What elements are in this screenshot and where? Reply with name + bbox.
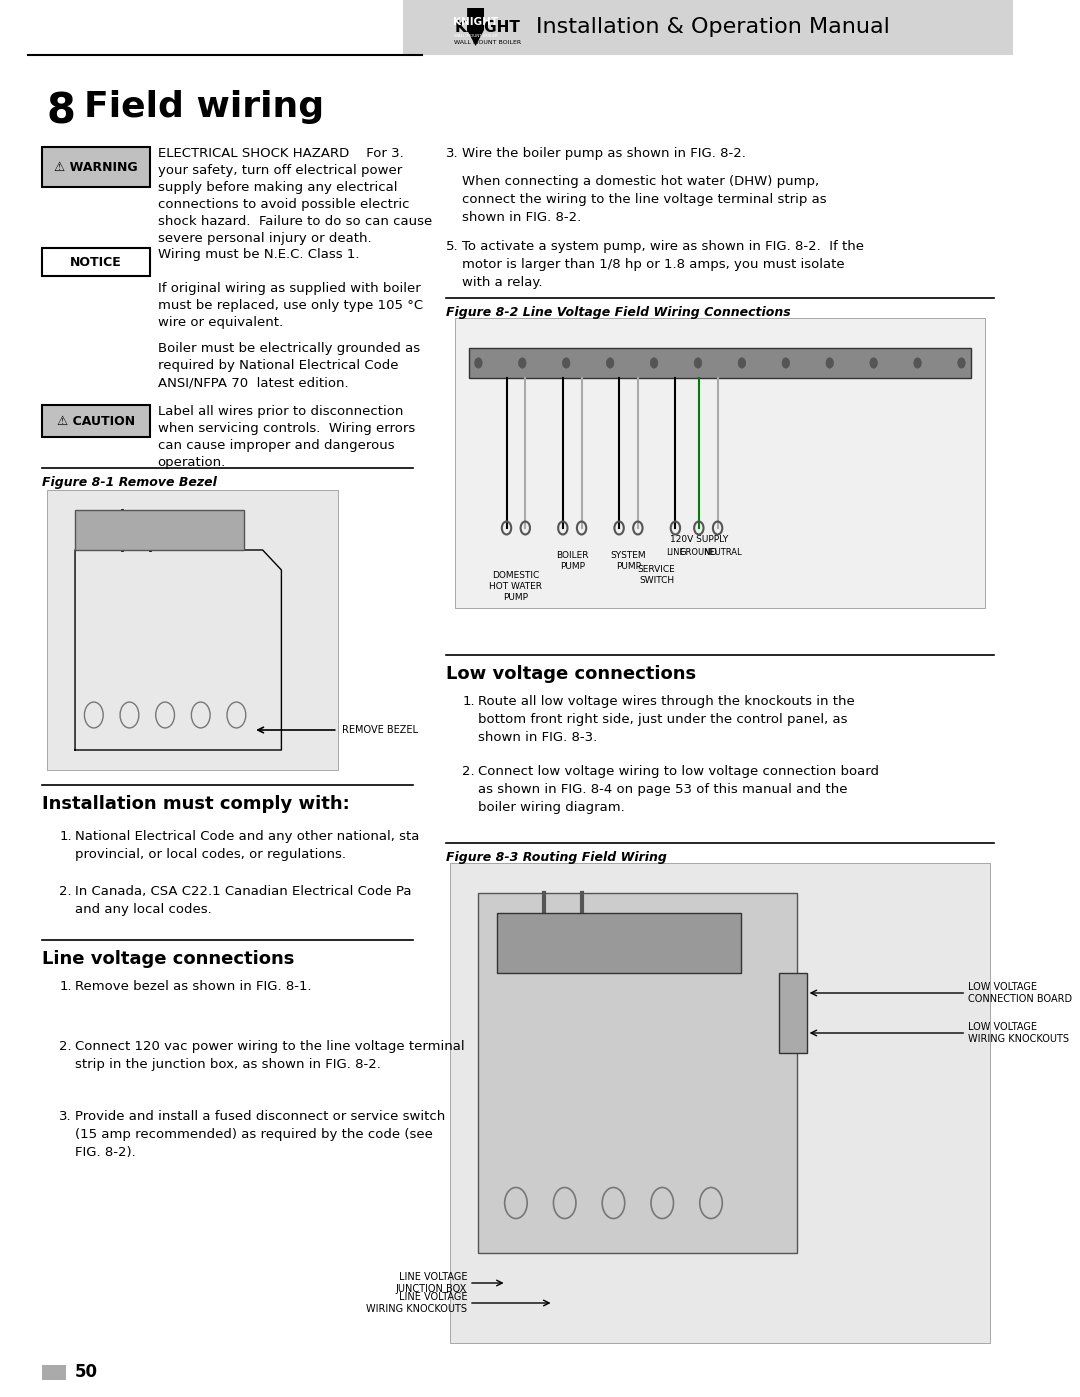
- FancyBboxPatch shape: [42, 405, 150, 437]
- FancyBboxPatch shape: [779, 972, 807, 1053]
- FancyBboxPatch shape: [455, 319, 985, 608]
- Circle shape: [650, 358, 658, 369]
- Text: KNIGHT: KNIGHT: [455, 20, 521, 35]
- Text: NEUTRAL: NEUTRAL: [703, 548, 742, 557]
- Text: Line voltage connections: Line voltage connections: [42, 950, 295, 968]
- Text: Installation must comply with:: Installation must comply with:: [42, 795, 350, 813]
- Text: 8: 8: [46, 89, 76, 131]
- Text: GROUND: GROUND: [679, 548, 718, 557]
- FancyBboxPatch shape: [478, 893, 797, 1253]
- Text: If original wiring as supplied with boiler
must be replaced, use only type 105 °: If original wiring as supplied with boil…: [158, 282, 422, 330]
- Text: 1.: 1.: [59, 830, 71, 842]
- Text: Route all low voltage wires through the knockouts in the
bottom front right side: Route all low voltage wires through the …: [478, 694, 855, 745]
- Circle shape: [869, 358, 877, 369]
- Text: National Electrical Code and any other national, sta
provincial, or local codes,: National Electrical Code and any other n…: [75, 830, 419, 861]
- Text: SYSTEM
PUMP: SYSTEM PUMP: [610, 550, 646, 571]
- Text: Figure 8-2 Line Voltage Field Wiring Connections: Figure 8-2 Line Voltage Field Wiring Con…: [446, 306, 791, 319]
- Polygon shape: [468, 8, 484, 46]
- Text: Figure 8-3 Routing Field Wiring: Figure 8-3 Routing Field Wiring: [446, 851, 666, 863]
- Circle shape: [474, 358, 482, 369]
- Text: NOTICE: NOTICE: [70, 256, 122, 268]
- Text: 1.: 1.: [462, 694, 475, 708]
- Text: LINE: LINE: [666, 548, 685, 557]
- Text: Installation & Operation Manual: Installation & Operation Manual: [536, 17, 890, 36]
- Text: REMOVE BEZEL: REMOVE BEZEL: [342, 725, 418, 735]
- FancyBboxPatch shape: [42, 147, 150, 187]
- Text: SERVICE
SWITCH: SERVICE SWITCH: [638, 564, 675, 585]
- Text: LOW VOLTAGE
CONNECTION BOARD: LOW VOLTAGE CONNECTION BOARD: [968, 982, 1072, 1004]
- Text: Connect low voltage wiring to low voltage connection board
as shown in FIG. 8-4 : Connect low voltage wiring to low voltag…: [478, 766, 879, 814]
- Text: ⚠ WARNING: ⚠ WARNING: [54, 161, 138, 173]
- FancyBboxPatch shape: [403, 0, 1013, 54]
- Circle shape: [563, 358, 570, 369]
- Text: ⚠ CAUTION: ⚠ CAUTION: [57, 415, 135, 427]
- FancyBboxPatch shape: [497, 914, 741, 972]
- Text: In Canada, CSA C22.1 Canadian Electrical Code Pa
and any local codes.: In Canada, CSA C22.1 Canadian Electrical…: [75, 886, 411, 916]
- Text: 120V SUPPLY: 120V SUPPLY: [670, 535, 728, 543]
- Text: WALL MOUNT BOILER: WALL MOUNT BOILER: [454, 34, 498, 38]
- Text: 2.: 2.: [462, 766, 475, 778]
- Text: LOW VOLTAGE
WIRING KNOCKOUTS: LOW VOLTAGE WIRING KNOCKOUTS: [968, 1021, 1069, 1044]
- Text: LINE VOLTAGE
WIRING KNOCKOUTS: LINE VOLTAGE WIRING KNOCKOUTS: [366, 1292, 468, 1315]
- Text: 1.: 1.: [59, 981, 71, 993]
- Text: Connect 120 vac power wiring to the line voltage terminal
strip in the junction : Connect 120 vac power wiring to the line…: [75, 1039, 464, 1071]
- Text: LINE VOLTAGE
JUNCTION BOX: LINE VOLTAGE JUNCTION BOX: [396, 1271, 468, 1294]
- Circle shape: [782, 358, 789, 369]
- Text: Label all wires prior to disconnection
when servicing controls.  Wiring errors
c: Label all wires prior to disconnection w…: [158, 405, 415, 469]
- Text: KNIGHT: KNIGHT: [453, 17, 498, 27]
- FancyBboxPatch shape: [75, 510, 244, 550]
- FancyBboxPatch shape: [42, 249, 150, 277]
- Text: To activate a system pump, wire as shown in FIG. 8-2.  If the
motor is larger th: To activate a system pump, wire as shown…: [462, 240, 864, 289]
- Text: Remove bezel as shown in FIG. 8-1.: Remove bezel as shown in FIG. 8-1.: [75, 981, 312, 993]
- FancyBboxPatch shape: [46, 490, 338, 770]
- Circle shape: [826, 358, 834, 369]
- Text: Wiring must be N.E.C. Class 1.: Wiring must be N.E.C. Class 1.: [158, 249, 359, 261]
- Text: Field wiring: Field wiring: [84, 89, 325, 124]
- Circle shape: [738, 358, 745, 369]
- Text: Provide and install a fused disconnect or service switch
(15 amp recommended) as: Provide and install a fused disconnect o…: [75, 1111, 445, 1160]
- Text: Figure 8-1 Remove Bezel: Figure 8-1 Remove Bezel: [42, 476, 217, 489]
- Circle shape: [914, 358, 921, 369]
- Text: 5.: 5.: [446, 240, 458, 253]
- Circle shape: [958, 358, 966, 369]
- Text: DOMESTIC
HOT WATER
PUMP: DOMESTIC HOT WATER PUMP: [489, 571, 542, 602]
- Text: WALL MOUNT BOILER: WALL MOUNT BOILER: [455, 39, 522, 45]
- Text: 3.: 3.: [59, 1111, 71, 1123]
- Circle shape: [694, 358, 702, 369]
- Text: ELECTRICAL SHOCK HAZARD    For 3.
your safety, turn off electrical power
supply : ELECTRICAL SHOCK HAZARD For 3. your safe…: [158, 147, 432, 244]
- Text: When connecting a domestic hot water (DHW) pump,
connect the wiring to the line : When connecting a domestic hot water (DH…: [462, 175, 827, 224]
- Text: BOILER
PUMP: BOILER PUMP: [556, 550, 589, 571]
- Text: Wire the boiler pump as shown in FIG. 8-2.: Wire the boiler pump as shown in FIG. 8-…: [462, 147, 746, 161]
- Text: 2.: 2.: [59, 1039, 71, 1053]
- FancyBboxPatch shape: [469, 348, 971, 379]
- Circle shape: [606, 358, 613, 369]
- Text: 50: 50: [75, 1363, 98, 1382]
- Text: Low voltage connections: Low voltage connections: [446, 665, 696, 683]
- Text: 3.: 3.: [446, 147, 458, 161]
- FancyBboxPatch shape: [42, 1365, 66, 1380]
- Text: 2.: 2.: [59, 886, 71, 898]
- FancyBboxPatch shape: [450, 863, 989, 1343]
- Text: Boiler must be electrically grounded as
required by National Electrical Code
ANS: Boiler must be electrically grounded as …: [158, 342, 420, 388]
- Circle shape: [518, 358, 526, 369]
